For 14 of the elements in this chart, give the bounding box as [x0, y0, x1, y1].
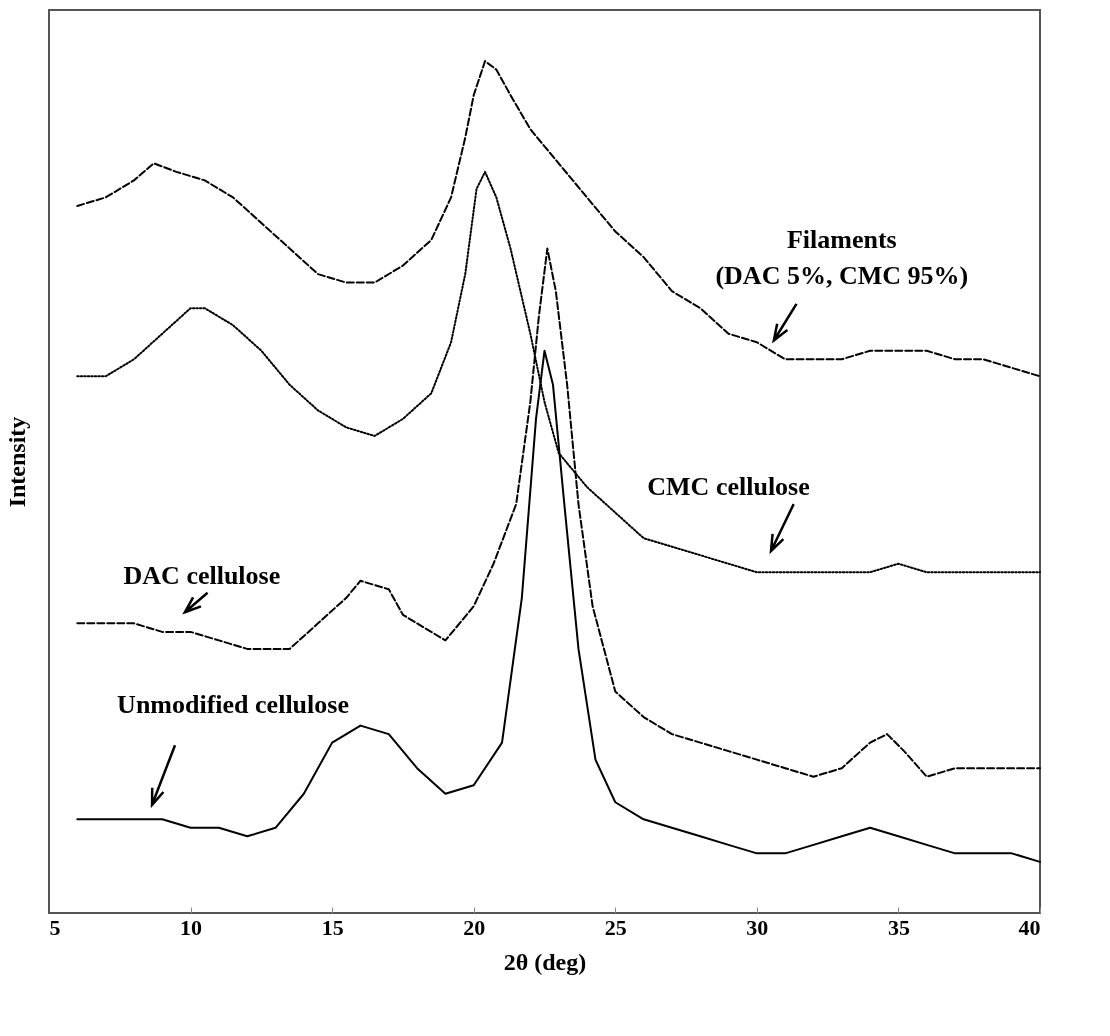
series-label: DAC cellulose	[123, 560, 281, 590]
series-label: Filaments (DAC 5%, CMC 95%)	[715, 225, 969, 291]
series-label: CMC cellulose	[647, 472, 810, 502]
x-tick-label: 40	[1018, 914, 1041, 940]
x-tick-label: 10	[180, 914, 203, 940]
x-tick-label: 5	[49, 914, 61, 940]
x-tick-label: 15	[321, 914, 344, 940]
x-axis-title: 2θ (deg)	[503, 948, 587, 975]
y-axis-title: Intensity	[3, 416, 30, 508]
x-tick-label: 25	[604, 914, 627, 940]
x-tick-label: 20	[463, 914, 486, 940]
x-tick-label: 30	[746, 914, 769, 940]
series-label: Unmodified cellulose	[117, 690, 349, 720]
x-tick-label: 35	[887, 914, 910, 940]
